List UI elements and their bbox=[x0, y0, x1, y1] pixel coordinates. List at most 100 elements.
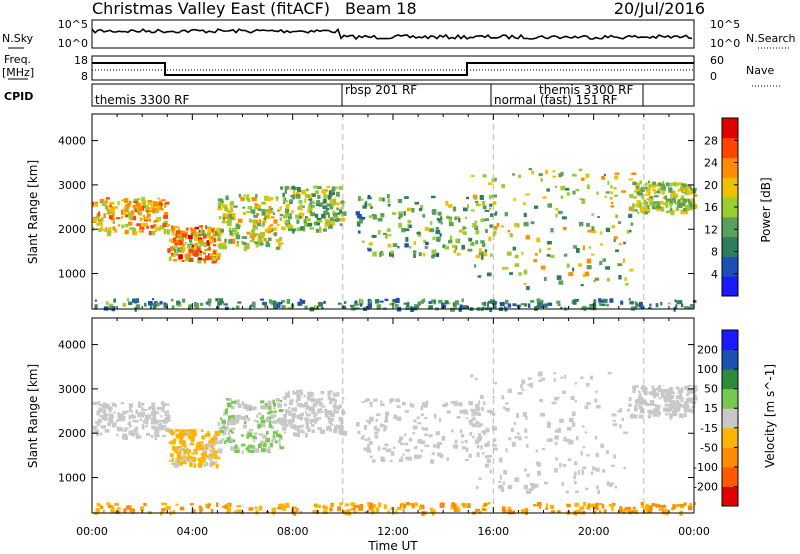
range-gate-cell bbox=[476, 436, 481, 440]
range-gate-cell bbox=[535, 449, 538, 453]
range-gate-cell bbox=[615, 249, 619, 253]
range-gate-cell bbox=[268, 424, 272, 428]
range-gate-cell bbox=[405, 306, 410, 311]
range-gate-cell bbox=[284, 213, 288, 216]
range-gate-cell bbox=[453, 402, 458, 407]
range-gate-cell bbox=[291, 185, 296, 190]
range-gate-cell bbox=[667, 302, 671, 305]
range-gate-cell bbox=[112, 220, 116, 224]
range-gate-cell bbox=[432, 236, 436, 241]
range-gate-cell bbox=[198, 505, 202, 509]
range-gate-cell bbox=[264, 216, 267, 221]
range-gate-cell bbox=[230, 205, 233, 209]
range-gate-cell bbox=[614, 175, 619, 180]
range-gate-cell bbox=[526, 490, 531, 494]
range-gate-cell bbox=[299, 404, 305, 408]
range-gate-cell bbox=[417, 439, 422, 444]
range-gate-cell bbox=[168, 459, 173, 462]
range-gate-cell bbox=[181, 461, 186, 465]
range-gate-cell bbox=[194, 302, 199, 308]
range-gate-cell bbox=[665, 390, 668, 395]
range-gate-cell bbox=[337, 506, 342, 512]
range-gate-cell bbox=[500, 487, 505, 492]
range-gate-cell bbox=[150, 224, 155, 229]
range-gate-cell bbox=[586, 265, 592, 270]
range-gate-cell bbox=[156, 434, 160, 438]
range-gate-cell bbox=[279, 205, 282, 211]
colorbar-swatch bbox=[722, 388, 738, 409]
range-gate-cell bbox=[333, 429, 338, 434]
range-gate-cell bbox=[635, 184, 640, 189]
range-gate-cell bbox=[492, 194, 497, 198]
range-gate-cell bbox=[512, 303, 517, 307]
range-gate-cell bbox=[98, 407, 103, 413]
range-gate-cell bbox=[402, 453, 405, 456]
range-gate-cell bbox=[146, 213, 151, 218]
range-gate-cell bbox=[296, 227, 301, 232]
range-gate-cell bbox=[202, 242, 207, 247]
range-gate-cell bbox=[397, 506, 402, 510]
range-gate-cell bbox=[491, 412, 496, 416]
range-gate-cell bbox=[618, 508, 623, 513]
colorbar-swatch bbox=[722, 216, 738, 238]
range-gate-cell bbox=[328, 195, 332, 200]
range-gate-cell bbox=[493, 305, 497, 309]
range-gate-cell bbox=[214, 436, 217, 439]
range-gate-cell bbox=[109, 201, 115, 205]
range-gate-cell bbox=[649, 409, 654, 413]
range-gate-cell bbox=[648, 198, 652, 203]
colorbar-tick-label: -100 bbox=[693, 461, 718, 474]
range-gate-cell bbox=[574, 502, 579, 507]
range-gate-cell bbox=[592, 303, 597, 309]
range-gate-cell bbox=[617, 221, 622, 224]
range-gate-cell bbox=[651, 385, 655, 388]
range-gate-cell bbox=[493, 226, 498, 230]
range-gate-cell bbox=[197, 257, 202, 261]
range-gate-cell bbox=[155, 209, 159, 213]
range-gate-cell bbox=[693, 394, 697, 398]
range-gate-cell bbox=[601, 504, 605, 509]
range-gate-cell bbox=[264, 403, 268, 407]
range-gate-cell bbox=[176, 446, 180, 450]
range-gate-cell bbox=[166, 414, 171, 419]
range-gate-cell bbox=[643, 508, 647, 511]
range-gate-cell bbox=[268, 406, 271, 410]
range-gate-cell bbox=[492, 201, 497, 206]
range-gate-cell bbox=[292, 391, 296, 395]
range-gate-cell bbox=[529, 488, 534, 491]
range-gate-cell bbox=[116, 419, 119, 423]
range-gate-cell bbox=[165, 429, 169, 433]
range-gate-cell bbox=[693, 204, 698, 209]
range-gate-cell bbox=[304, 198, 307, 203]
range-gate-cell bbox=[163, 303, 168, 308]
range-gate-cell bbox=[638, 301, 643, 306]
range-gate-cell bbox=[180, 248, 185, 253]
range-gate-cell bbox=[503, 469, 508, 475]
range-gate-cell bbox=[292, 424, 297, 430]
range-gate-cell bbox=[452, 302, 457, 307]
range-gate-cell bbox=[617, 410, 621, 413]
range-gate-cell bbox=[151, 425, 157, 430]
range-gate-cell bbox=[611, 225, 616, 229]
range-gate-cell bbox=[202, 229, 205, 233]
range-gate-cell bbox=[264, 304, 267, 308]
range-gate-cell bbox=[128, 424, 132, 428]
range-gate-cell bbox=[187, 234, 193, 240]
range-gate-cell bbox=[296, 508, 299, 512]
range-gate-cell bbox=[471, 409, 476, 414]
range-gate-cell bbox=[599, 243, 603, 246]
range-gate-cell bbox=[605, 191, 610, 194]
range-gate-cell bbox=[235, 234, 241, 240]
range-gate-cell bbox=[269, 197, 274, 201]
range-gate-cell bbox=[545, 169, 548, 175]
range-gate-cell bbox=[283, 214, 288, 219]
velocity-colorbar-label: Velocity [m s^-1] bbox=[763, 364, 777, 468]
y-tick-label: 3000 bbox=[58, 179, 86, 192]
range-gate-cell bbox=[247, 206, 253, 210]
range-gate-cell bbox=[509, 272, 513, 275]
range-gate-cell bbox=[361, 401, 364, 404]
range-gate-cell bbox=[284, 186, 290, 190]
range-gate-cell bbox=[305, 218, 310, 222]
range-gate-cell bbox=[417, 232, 422, 237]
range-gate-cell bbox=[518, 174, 522, 178]
